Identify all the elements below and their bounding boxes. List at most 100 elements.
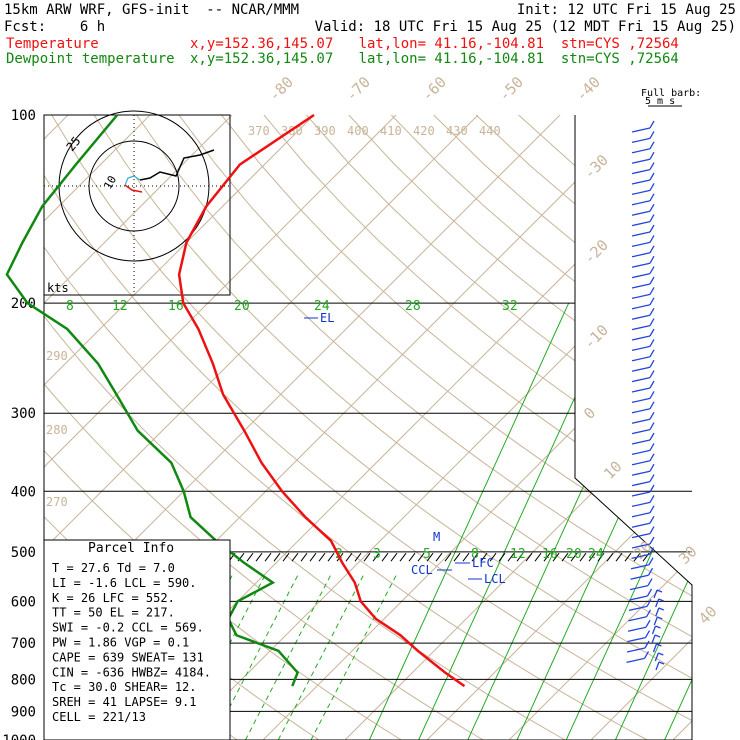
wind-barb-flag <box>649 151 655 160</box>
wind-barb-flag <box>649 307 655 316</box>
wind-barb <box>631 543 651 549</box>
hatch-mark <box>399 552 407 562</box>
init-time: Init: 12 UTC Fri 15 Aug 25 <box>516 2 736 18</box>
temperature-info: x,y=152.36,145.07 lat,lon= 41.16,-104.81… <box>190 36 679 52</box>
wind-barb-flag <box>658 607 665 611</box>
wind-barb <box>630 574 649 580</box>
wind-barb-flag <box>649 214 655 222</box>
wind-barb-flag <box>658 598 664 602</box>
wind-barb-flag <box>649 235 655 243</box>
hatch-mark <box>417 552 425 562</box>
wind-barb <box>631 397 651 404</box>
wind-barb <box>631 480 651 487</box>
mixing-ratio-line <box>516 302 692 740</box>
wind-barb <box>626 657 645 664</box>
wind-barb <box>631 501 651 508</box>
mixing-ratio-label: 5 <box>423 547 431 562</box>
parcel-info-row: T = 27.6 Td = 7.0 <box>52 561 175 575</box>
pressure-label: 800 <box>11 672 36 688</box>
hatch-mark <box>435 552 443 562</box>
wind-barb-flag <box>649 463 655 472</box>
wind-barb-flag <box>657 616 663 620</box>
hatch-mark <box>246 552 254 562</box>
mixing-ratio-label: 24 <box>314 299 330 314</box>
dewpoint-profile-line <box>5 114 300 687</box>
wind-barb-flag <box>649 183 655 191</box>
wind-barb-flag <box>644 640 650 649</box>
wind-barb <box>628 616 647 622</box>
wind-barb-flag <box>649 224 655 233</box>
hatch-mark <box>291 552 299 562</box>
wind-barb <box>631 252 651 258</box>
wind-barb <box>631 408 651 414</box>
wind-barb-flag <box>649 328 655 337</box>
mixing-ratio-dashed-line <box>310 572 398 740</box>
mixing-ratio-dashed-line <box>244 572 333 740</box>
hatch-mark <box>462 552 470 562</box>
wind-barb-flag <box>646 588 653 597</box>
theta-label: 440 <box>479 124 501 138</box>
hatch-mark <box>606 552 614 562</box>
lfc-label: LFC <box>472 556 494 570</box>
parcel-info-title: Parcel Info <box>88 541 174 556</box>
wind-barb <box>631 376 651 383</box>
dry-adiabat-line <box>44 115 484 740</box>
hodograph-units: kts <box>47 281 69 295</box>
isotherm-label: -80 <box>265 73 297 105</box>
parcel-info-box: Parcel Info T = 27.6 Td = 7.0LI = -1.6 L… <box>43 539 231 740</box>
hatch-mark <box>597 552 605 562</box>
wind-barb <box>631 512 651 518</box>
wind-barb-flag <box>649 141 655 150</box>
wind-barb-flag <box>646 599 652 607</box>
parcel-info-row: K = 26 LFC = 552. <box>52 591 175 605</box>
wind-barb <box>653 616 658 626</box>
parcel-info-row: CELL = 221/13 <box>52 710 146 724</box>
wind-barb-flag <box>649 131 655 139</box>
model-title: 15km ARW WRF, GFS-init -- NCAR/MMM <box>4 2 300 18</box>
wind-barb <box>631 262 651 268</box>
wind-barb <box>655 598 660 608</box>
wind-barb <box>631 283 651 289</box>
hatch-mark <box>624 552 632 562</box>
barb-legend-units: 5 m s <box>645 96 675 107</box>
wind-barb-flag <box>645 619 651 628</box>
wind-barb <box>631 532 651 539</box>
dry-adiabat-line <box>178 115 692 740</box>
isotherm-line <box>44 115 397 740</box>
wind-barb-flag <box>649 495 655 503</box>
wind-barb-flag <box>649 193 655 202</box>
wind-barb-flag <box>649 380 655 389</box>
mixing-ratio-line <box>664 302 692 740</box>
wind-barb-flag <box>644 630 651 638</box>
dry-adiabat-line <box>221 115 692 740</box>
wind-barb <box>631 324 651 331</box>
wind-barb-flag <box>649 287 655 295</box>
theta-label: 370 <box>248 124 270 138</box>
wind-barb-flag <box>645 609 652 618</box>
isotherm-label: 0 <box>580 404 599 423</box>
parcel-info-row: CIN = -636 HWBZ= 4184. <box>52 665 211 679</box>
wind-barb <box>631 356 651 362</box>
wind-barb-flag <box>649 515 655 524</box>
wind-barb <box>626 647 646 653</box>
parcel-info-row: TT = 50 EL = 217. <box>52 606 175 620</box>
wind-barb <box>631 231 651 237</box>
wind-barb <box>631 127 651 133</box>
parcel-info-row: LI = -1.6 LCL = 590. <box>52 576 197 590</box>
wind-barb <box>631 522 651 528</box>
wind-barb <box>631 200 651 206</box>
hatch-mark <box>543 552 551 562</box>
wind-barb <box>629 595 648 601</box>
hatch-mark <box>273 552 281 562</box>
theta-label: 290 <box>46 349 68 363</box>
wind-barb <box>631 335 651 341</box>
wind-barb-flag <box>649 411 655 420</box>
mixing-ratio-label: 20 <box>234 299 250 314</box>
wind-barbs <box>626 120 665 671</box>
wind-barb-flag <box>649 297 655 306</box>
isotherm-line <box>44 115 151 740</box>
dry-adiabat-line <box>263 115 692 740</box>
hodograph-inner-label: 10 <box>101 174 119 192</box>
isotherm-line <box>262 115 692 740</box>
pressure-label: 100 <box>11 108 36 124</box>
